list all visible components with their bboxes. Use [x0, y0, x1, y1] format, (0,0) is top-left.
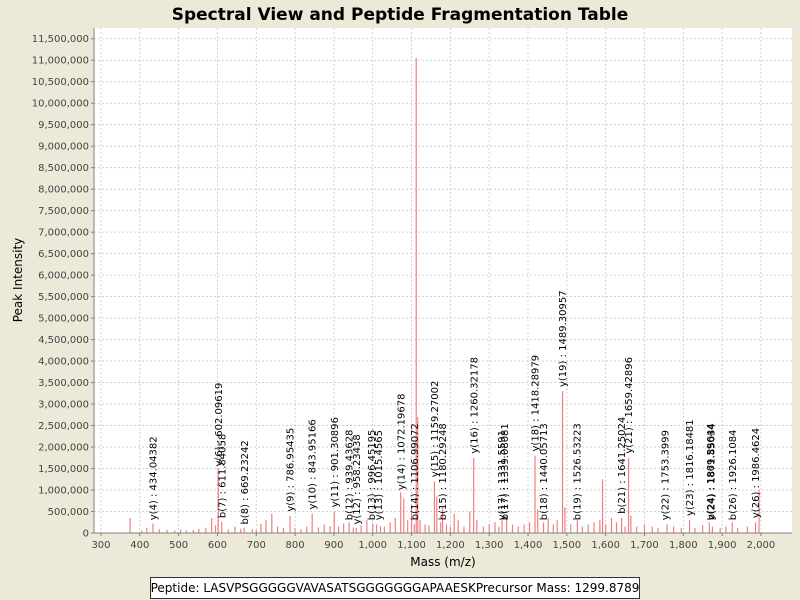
peak-label: y(17) : 1331.5591 [497, 430, 508, 520]
x-tick-label: 1,300 [475, 540, 504, 551]
grid-lines [94, 28, 792, 534]
y-tick-label: 5,500,000 [38, 292, 89, 303]
x-tick-label: 800 [286, 540, 305, 551]
y-tick-label: 2,000,000 [38, 443, 89, 454]
y-tick-label: 4,500,000 [38, 335, 89, 346]
y-tick-label: 6,500,000 [38, 249, 89, 260]
peptide-info-box: Peptide: LASVPSGGGGGVAVASATSGGGGGGGAPAAE… [150, 577, 640, 599]
y-tick-label: 6,000,000 [38, 271, 89, 282]
peak-label: y(15) : 1159.27002 [430, 381, 441, 478]
peak-label: b(21) : 1641.25024 [617, 417, 628, 514]
peak-label: y(16) : 1260.32178 [469, 357, 480, 454]
y-tick-label: 10,500,000 [32, 77, 89, 88]
x-tick-label: 700 [247, 540, 266, 551]
peak-label: b(14) : 1106.99072 [410, 423, 421, 520]
peak-label: y(12) : 958.23438 [352, 434, 363, 524]
y-tick-label: 0 [83, 529, 89, 540]
peak-label: y(11) : 901.30896 [330, 417, 341, 507]
spectrum-plot: Spectral View and Peptide Fragmentation … [11, 5, 792, 569]
peak-label: b(8) : 669.23242 [240, 440, 251, 524]
peak-label: y(22) : 1753.3999 [661, 430, 672, 520]
x-tick-label: 1,800 [669, 540, 698, 551]
x-tick-label: 1,200 [436, 540, 465, 551]
peak-label: y(10) : 843.95166 [308, 419, 319, 509]
peak-label: b(19) : 1526.53223 [573, 423, 584, 520]
plot-area [94, 28, 792, 533]
y-tick-label: 9,000,000 [38, 142, 89, 153]
axes [93, 28, 792, 534]
precursor-mass-text: Precursor Mass: 1299.8789 [475, 581, 640, 595]
peak-label: y(19) : 1489.30957 [558, 290, 569, 387]
peak-label: b(17) : 1339.08081 [500, 423, 511, 520]
y-axis-label: Peak Intensity [11, 238, 25, 323]
x-tick-label: 900 [324, 540, 343, 551]
y-tick-label: 5,000,000 [38, 314, 89, 325]
y-tick-label: 1,000,000 [38, 486, 89, 497]
peak-label: y(14) : 1072.19678 [396, 394, 407, 491]
x-tick-label: 1,100 [397, 540, 426, 551]
chart-title: Spectral View and Peptide Fragmentation … [172, 5, 629, 25]
y-tick-label: 8,000,000 [38, 185, 89, 196]
peak-label: b(15) : 1180.29248 [438, 423, 449, 520]
peak-label: b(13) : 996.45195 [367, 430, 378, 521]
peak-label: b(7) : 611.84058 [218, 434, 229, 518]
y-tick-label: 10,000,000 [32, 99, 89, 110]
x-tick-label: 1,600 [591, 540, 620, 551]
x-tick-label: 2,000 [747, 540, 776, 551]
x-ticks: 300 400 500 600 700 800 900 1,000 1,100 1,200 1,30… [91, 533, 775, 551]
peptide-text: Peptide: LASVPSGGGGGVAVASATSGGGGGGGAPAAE… [150, 581, 476, 595]
peak-label: b(12) : 939.43628 [345, 430, 356, 521]
x-tick-label: 1,700 [630, 540, 659, 551]
peak-label: y(18) : 1418.28979 [531, 355, 542, 452]
x-tick-label: 1,900 [708, 540, 737, 551]
y-tick-label: 7,500,000 [38, 206, 89, 217]
peak-label: y(9) : 786.95435 [286, 428, 297, 512]
x-tick-label: 500 [169, 540, 188, 551]
peak-label: b(24) : 1871.85034 [707, 423, 718, 520]
y-tick-label: 1,500,000 [38, 464, 89, 475]
x-axis-label: Mass (m/z) [410, 555, 475, 569]
x-tick-label: 1,400 [514, 540, 543, 551]
peak-label: y(6) : 602.09619 [214, 383, 225, 467]
y-tick-label: 8,500,000 [38, 163, 89, 174]
x-tick-label: 1,500 [553, 540, 582, 551]
peak-label: y(24) : 1869.59644 [706, 424, 717, 521]
peak-label: y(23) : 1816.18481 [685, 419, 696, 516]
peak-label: y(13) : 1015.4565 [374, 430, 385, 520]
y-tick-label: 500,000 [48, 507, 89, 518]
x-tick-label: 1,000 [358, 540, 387, 551]
y-tick-label: 4,000,000 [38, 357, 89, 368]
peaks [129, 58, 760, 533]
peak-label: b(26) : 1926.1084 [728, 430, 739, 521]
y-tick-label: 11,000,000 [32, 56, 89, 67]
peak-label: y(21) : 1659.42896 [624, 357, 635, 454]
y-tick-label: 7,000,000 [38, 228, 89, 239]
peak-label: y(4) : 434.04382 [149, 436, 160, 520]
y-tick-label: 9,500,000 [38, 120, 89, 131]
y-tick-label: 11,500,000 [32, 34, 89, 45]
y-tick-label: 3,000,000 [38, 400, 89, 411]
y-tick-label: 2,500,000 [38, 421, 89, 432]
peak-label: b(18) : 1440.05713 [539, 423, 550, 520]
y-tick-label: 3,500,000 [38, 378, 89, 389]
x-tick-label: 600 [208, 540, 227, 551]
x-tick-label: 300 [91, 540, 110, 551]
y-ticks: 0 500,000 1,000,000 1,500,000 2,000,000 2,500… [32, 34, 94, 540]
x-tick-label: 400 [130, 540, 149, 551]
peak-label: y(26) : 1986.4624 [751, 428, 762, 518]
